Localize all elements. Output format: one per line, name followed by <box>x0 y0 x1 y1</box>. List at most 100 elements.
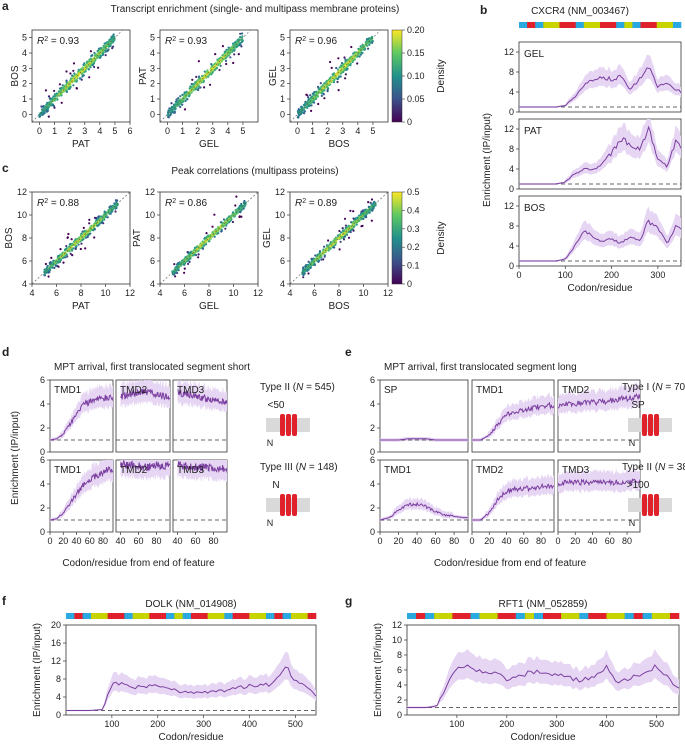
scatter-point <box>187 258 190 261</box>
scatter-point <box>105 211 108 214</box>
scatter-point <box>189 85 192 88</box>
x-tick-label: 0 <box>377 536 382 546</box>
scatter-point <box>359 214 362 217</box>
scatter-point <box>309 265 312 268</box>
scatter-point <box>370 198 374 201</box>
scatter-point <box>308 102 311 105</box>
y-tick-label: 0 <box>509 184 514 194</box>
y-axis-label: Enrichment (IP/input) <box>482 113 493 207</box>
colorbar-tick-label: 0.15 <box>407 48 425 58</box>
scatter-point <box>100 215 103 218</box>
scatter-point <box>60 101 63 104</box>
scatter-point <box>219 56 222 59</box>
colorbar-tick-label: 0.4 <box>407 205 420 215</box>
topology-note: <50 <box>268 400 285 411</box>
scatter-point <box>89 50 92 53</box>
panel-title: DOLK (NM_014908) <box>145 599 236 610</box>
scatter-point <box>183 95 186 99</box>
scatter-point <box>65 79 68 82</box>
helix-icon <box>292 414 297 436</box>
y-tick-label: 6 <box>150 256 155 266</box>
r2-exponent: 2 <box>172 198 176 205</box>
scatter-point <box>343 235 347 238</box>
scatter-plot-2: R2 = 0.86 4 6 8 10 12 4 6 8 10 12 GEL PAT <box>132 187 263 312</box>
x-tick-label: 500 <box>649 719 664 729</box>
scatter-point <box>209 83 212 86</box>
scatter-point <box>112 40 115 43</box>
x-tick-label: 10 <box>358 288 368 298</box>
x-tick-label: 4 <box>225 126 230 136</box>
scatter-point <box>320 258 323 261</box>
y-tick-label: 8 <box>22 233 27 243</box>
x-axis-label: BOS <box>328 301 349 312</box>
scatter-point <box>191 254 194 257</box>
scatter-point <box>235 195 238 198</box>
scatter-point <box>350 45 353 49</box>
scatter-point <box>370 35 374 39</box>
scatter-point <box>205 236 208 239</box>
feature-segment <box>672 22 682 28</box>
r2-value: = 0.86 <box>176 198 207 209</box>
y-tick-label: 4 <box>280 279 285 289</box>
helix-icon <box>648 494 653 516</box>
scatter-point <box>310 109 313 112</box>
scatter-point <box>97 221 100 224</box>
scatter-point <box>184 99 187 102</box>
scatter-point <box>362 212 366 215</box>
scatter-point <box>46 101 49 104</box>
topology-note: >100 <box>627 480 650 491</box>
feature-segment <box>615 613 625 619</box>
scatter-point <box>181 99 184 103</box>
r2-label: R2 = 0.86 <box>165 198 207 210</box>
subplot-gel: GEL 0 4 8 12 <box>504 41 682 117</box>
y-tick-label: 8 <box>397 650 402 660</box>
scatter-point <box>100 47 103 50</box>
scatter-point <box>240 202 243 206</box>
feature-segment <box>624 613 634 619</box>
x-tick-label: 20 <box>394 536 404 546</box>
scatter-point <box>326 90 329 93</box>
scatter-point <box>337 89 340 92</box>
y-tick-label: 2 <box>40 503 45 513</box>
y-tick-label: 4 <box>40 399 45 409</box>
panel-letter: a <box>2 0 9 13</box>
topology-note: N <box>272 480 279 491</box>
scatter-point <box>53 95 56 98</box>
x-tick-label: 60 <box>190 536 200 546</box>
scatter-point <box>175 98 178 101</box>
feature-segment <box>559 22 568 28</box>
scatter-point <box>97 217 100 220</box>
scatter-point <box>223 54 226 57</box>
subplot-tmd1: TMD1 <box>471 379 555 453</box>
scatter-point <box>205 243 208 246</box>
scatter-point <box>193 253 196 256</box>
scatter-point <box>66 236 69 239</box>
scatter-point <box>352 59 355 62</box>
scatter-point <box>323 245 326 248</box>
scatter-point <box>234 204 237 207</box>
scatter-point <box>52 261 55 264</box>
r2-symbol: R <box>295 198 302 209</box>
profile-band <box>472 473 554 522</box>
scatter-point <box>79 247 82 251</box>
scatter-point <box>233 46 236 49</box>
scatter-point <box>306 105 309 108</box>
x-tick-label: 200 <box>150 719 165 729</box>
scatter-point <box>91 225 94 228</box>
scatter-point <box>319 82 322 85</box>
scatter-point <box>297 108 300 111</box>
scatter-point <box>186 97 189 101</box>
subplot-sp: SP 0 2 4 6 <box>370 375 469 457</box>
feature-segment <box>470 613 480 619</box>
profile-line <box>519 219 682 262</box>
y-axis-label: GEL <box>262 228 273 248</box>
feature-segment <box>141 613 150 619</box>
profile-line <box>66 666 317 711</box>
scatter-point <box>327 249 330 252</box>
profile-band <box>472 392 554 442</box>
y-tick-label: 4 <box>509 87 514 97</box>
y-tick-label: 10 <box>392 635 402 645</box>
scatter-point <box>102 214 105 217</box>
